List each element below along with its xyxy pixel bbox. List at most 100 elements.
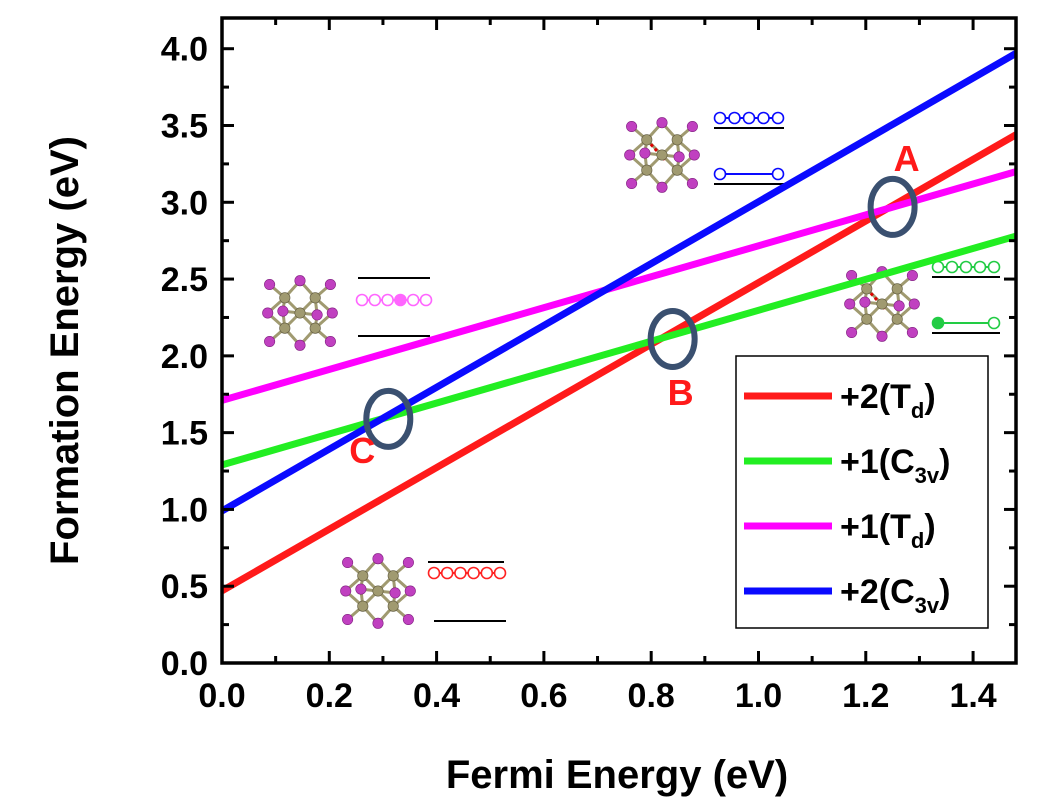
crossing-label-a: A bbox=[894, 138, 920, 179]
ligand-atom bbox=[311, 309, 323, 321]
electron-state bbox=[945, 260, 959, 274]
legend-label: +2(Td) bbox=[840, 378, 936, 423]
ligand-atom bbox=[639, 147, 651, 159]
crossing-marker-c bbox=[363, 387, 414, 450]
electron-state bbox=[394, 293, 407, 307]
electron-state bbox=[931, 316, 945, 330]
electron-state bbox=[771, 167, 785, 181]
x-tick-label: 1.4 bbox=[949, 677, 996, 715]
y-tick-label: 0.5 bbox=[161, 568, 208, 606]
ligand-atom bbox=[277, 305, 289, 317]
y-tick-label: 1.0 bbox=[161, 491, 208, 529]
markers-layer: A B C bbox=[349, 138, 919, 471]
ligand-atom bbox=[264, 335, 276, 348]
legend-box bbox=[735, 355, 989, 629]
ligand-atom bbox=[262, 307, 274, 319]
host-atom bbox=[279, 292, 291, 304]
crossing-label-c: C bbox=[349, 430, 375, 471]
host-atom bbox=[641, 134, 653, 146]
host-atom bbox=[656, 149, 668, 161]
legend-label: +1(Td) bbox=[840, 508, 936, 553]
y-tick-label: 1.5 bbox=[161, 415, 208, 453]
electron-state bbox=[381, 293, 394, 307]
inset-plus1-td-structure bbox=[262, 275, 338, 351]
host-atom bbox=[372, 585, 384, 597]
electron-state bbox=[419, 293, 433, 307]
legend: +2(Td) +1(C3v) +1(Td) +2(C3v) bbox=[735, 355, 989, 629]
y-tick-label: 2.5 bbox=[161, 261, 208, 299]
electron-state bbox=[355, 293, 369, 307]
x-tick-label: 0.8 bbox=[628, 677, 675, 715]
ligand-atom bbox=[859, 296, 871, 308]
legend-item-4: +2(C3v) bbox=[744, 573, 950, 618]
ligand-atom bbox=[402, 613, 414, 626]
electron-state bbox=[368, 293, 382, 307]
x-tick-label: 1.0 bbox=[735, 677, 782, 715]
x-axis-title: Fermi Energy (eV) bbox=[446, 753, 788, 797]
ligand-atom bbox=[656, 117, 668, 129]
x-tick-label: 0.6 bbox=[520, 677, 567, 715]
host-atom bbox=[891, 313, 903, 325]
ligand-atom bbox=[846, 326, 858, 339]
y-tick-label: 0.0 bbox=[161, 645, 208, 683]
y-tick-label: 3.5 bbox=[161, 108, 208, 146]
ligand-atom bbox=[626, 120, 638, 133]
ligand-atom bbox=[404, 585, 416, 597]
electron-state bbox=[757, 111, 770, 125]
electron-state bbox=[493, 566, 507, 580]
crossing-marker-a bbox=[867, 175, 918, 238]
inset-plus1-td-upper bbox=[355, 293, 433, 307]
host-atom bbox=[671, 134, 683, 146]
x-tick-label: 0.2 bbox=[306, 677, 353, 715]
host-atom bbox=[357, 600, 369, 612]
electron-state bbox=[467, 566, 480, 580]
electron-state bbox=[406, 293, 420, 307]
legend-item-3: +1(Td) bbox=[744, 508, 936, 553]
host-atom bbox=[671, 164, 683, 176]
x-tick-label: 0.0 bbox=[198, 677, 245, 715]
x-tick-label: 1.2 bbox=[842, 677, 889, 715]
axes-layer: 0.0 0.2 0.4 0.6 0.8 1.0 1.2 1.4 0.0 0.5 1.0 1.5 2.0 2… bbox=[43, 16, 1018, 797]
crossing-marker-b bbox=[647, 307, 698, 370]
ligand-atom bbox=[340, 585, 352, 597]
ligand-atom bbox=[626, 177, 638, 190]
broken-bond bbox=[865, 287, 887, 311]
electron-state bbox=[713, 111, 727, 125]
inset-plus2-c3v-upper bbox=[713, 111, 785, 125]
ligand-atom bbox=[673, 151, 685, 163]
electron-state bbox=[959, 260, 973, 274]
host-atom bbox=[294, 307, 306, 319]
host-atom bbox=[279, 322, 291, 334]
ligand-atom bbox=[624, 149, 636, 161]
ligand-atom bbox=[686, 177, 698, 190]
host-atom bbox=[641, 164, 653, 176]
host-atom bbox=[891, 283, 903, 295]
ligand-atom bbox=[688, 149, 700, 161]
inset-plus2-c3v-structure bbox=[624, 117, 700, 193]
y-tick-label: 3.0 bbox=[161, 184, 208, 222]
broken-bond bbox=[645, 138, 667, 162]
ligand-atom bbox=[656, 181, 668, 193]
x-tick-label: 0.4 bbox=[413, 677, 460, 715]
electron-state bbox=[454, 566, 467, 580]
y-axis-title: Formation Energy (eV) bbox=[43, 136, 87, 565]
ligand-atom bbox=[372, 617, 384, 629]
series-line-4 bbox=[222, 50, 1016, 514]
ligand-atom bbox=[324, 335, 336, 348]
electron-state bbox=[480, 566, 494, 580]
host-atom bbox=[861, 283, 873, 295]
y-tick-label: 4.0 bbox=[161, 31, 208, 69]
ligand-atom bbox=[372, 553, 384, 565]
inset-plus1-c3v-upper bbox=[931, 260, 1001, 274]
ligand-atom bbox=[264, 278, 276, 291]
plot-frame bbox=[220, 16, 1018, 665]
legend-label: +2(C3v) bbox=[840, 573, 950, 618]
inset-plus2-c3v-lower bbox=[713, 167, 785, 181]
electron-state bbox=[771, 111, 785, 125]
electron-state bbox=[713, 167, 727, 181]
electron-state bbox=[987, 260, 1001, 274]
ligand-atom bbox=[342, 613, 354, 626]
ligand-atom bbox=[355, 583, 367, 595]
legend-item-1: +2(Td) bbox=[744, 378, 936, 423]
